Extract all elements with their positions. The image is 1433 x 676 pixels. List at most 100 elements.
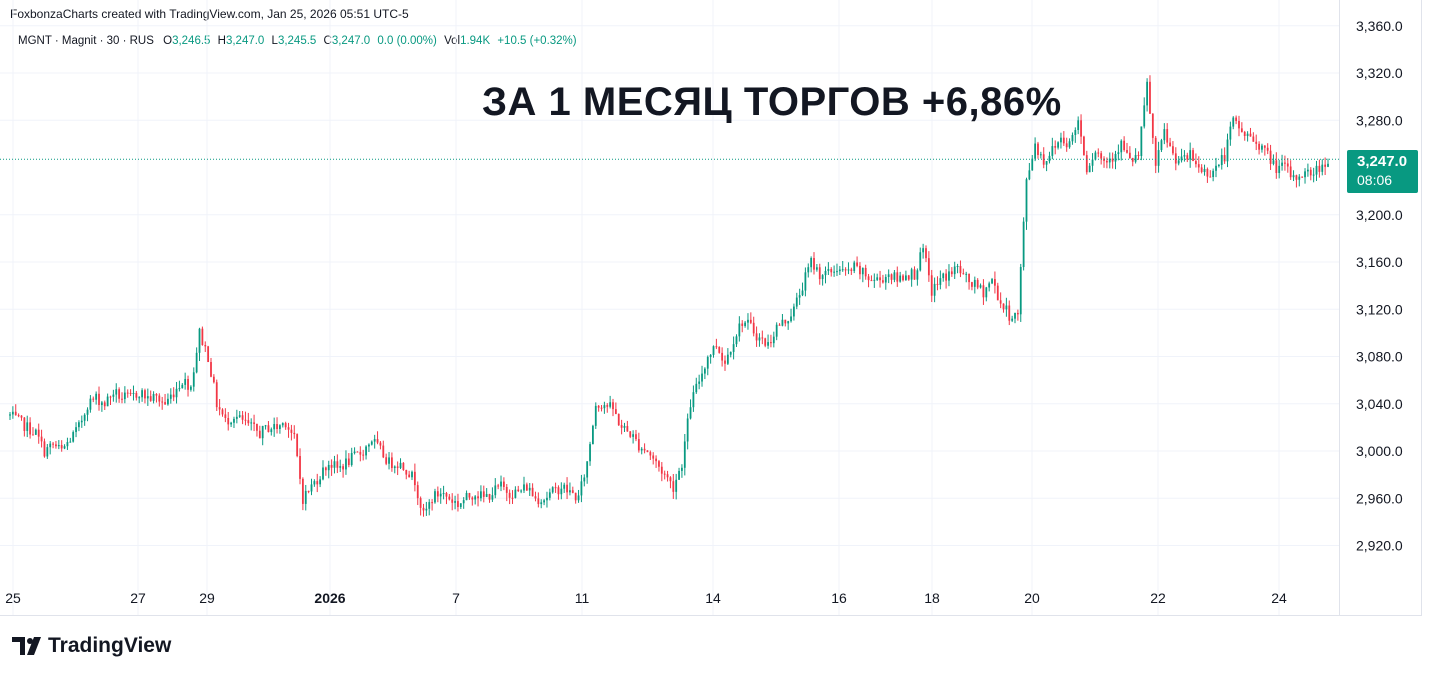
candle-body [1324,164,1327,167]
candle-body [439,493,442,497]
candle-body [890,274,893,280]
candle-body [86,409,89,415]
candle-body [1143,105,1146,127]
candle-body [241,415,244,420]
candle-body [43,441,46,457]
candle-body [1140,126,1143,157]
candle-body [767,342,769,346]
candle-body [347,458,350,465]
candle-body [729,351,732,355]
high-value: 3,247.0 [225,35,265,47]
volume-value: 1.94K [460,35,491,47]
candle-body [1126,150,1128,153]
candle-body [793,306,795,317]
candle-body [1212,170,1215,177]
candle-body [807,267,810,273]
candle-body [896,272,899,282]
candle-body [1195,161,1197,165]
candle-body [620,425,623,428]
candle-body [1229,126,1232,140]
candle-body [505,486,508,493]
candle-body [462,500,465,504]
candle-body [376,439,379,443]
candle-body [267,425,270,433]
candle-body [322,467,324,480]
candle-body [146,396,149,399]
high-label: H [217,35,226,47]
candle-body [451,499,454,503]
candle-body [362,454,365,456]
candle-body [747,319,749,323]
candle-body [1203,169,1206,173]
time-tick-label: 22 [1150,590,1166,606]
candle-body [1278,165,1281,173]
candle-body [1321,164,1324,172]
candle-body [316,481,319,485]
candle-body [436,491,439,497]
current-price-tag: 3,247.0 08:06 [1347,150,1418,193]
candle-body [646,450,649,453]
candle-body [279,425,281,429]
headline: ЗА 1 МЕСЯЦ ТОРГОВ +6,86% [482,80,1062,124]
candle-body [1123,140,1126,151]
candle-body [991,279,993,284]
candle-body [833,271,836,273]
candles [9,75,1329,517]
candle-body [83,414,86,421]
candle-body [1051,146,1054,156]
candle-body [988,283,991,288]
price-tick-label: 3,360.0 [1356,18,1403,34]
candle-body [571,490,574,493]
candle-body [623,425,626,428]
candle-body [356,451,359,453]
candle-body [528,487,531,491]
candle-body [75,427,77,433]
candle-body [149,396,152,401]
candle-body [184,378,187,385]
candle-body [520,490,523,492]
candle-body [844,269,847,271]
candle-body [979,285,982,288]
candle-body [1183,155,1186,157]
candle-body [904,275,907,281]
candle-body [965,273,968,275]
candle-body [838,269,841,272]
candle-body [55,444,57,447]
candle-body [847,269,850,271]
candle-body [1120,140,1123,153]
candle-body [1295,175,1298,180]
candle-body [1131,158,1134,162]
candle-body [548,492,551,498]
candle-body [204,345,207,347]
open-label: O [163,35,173,47]
candle-body [210,362,212,377]
candle-body [1246,133,1249,137]
candle-body [419,498,422,508]
candle-body [1016,312,1019,315]
candle-body [388,457,390,464]
candle-body [1312,174,1315,176]
candle-body [531,487,534,497]
candle-body [296,434,299,457]
candle-body [276,424,278,429]
candle-body [293,432,296,435]
candle-body [215,382,218,408]
candle-body [1269,150,1272,164]
candle-body [962,273,965,275]
candle-body [606,405,609,407]
candle-body [1088,165,1091,173]
candle-body [887,274,890,277]
candle-body [350,453,353,465]
candle-body [324,467,327,471]
candle-body [517,489,520,491]
candle-body [1166,129,1169,143]
candle-body [683,441,686,468]
candle-body [494,485,497,496]
candle-body [1134,154,1137,162]
candle-body [546,497,548,501]
candle-body [1304,171,1306,178]
candle-body [557,487,560,495]
time-tick-label: 16 [831,590,847,606]
candle-body [1252,136,1255,142]
